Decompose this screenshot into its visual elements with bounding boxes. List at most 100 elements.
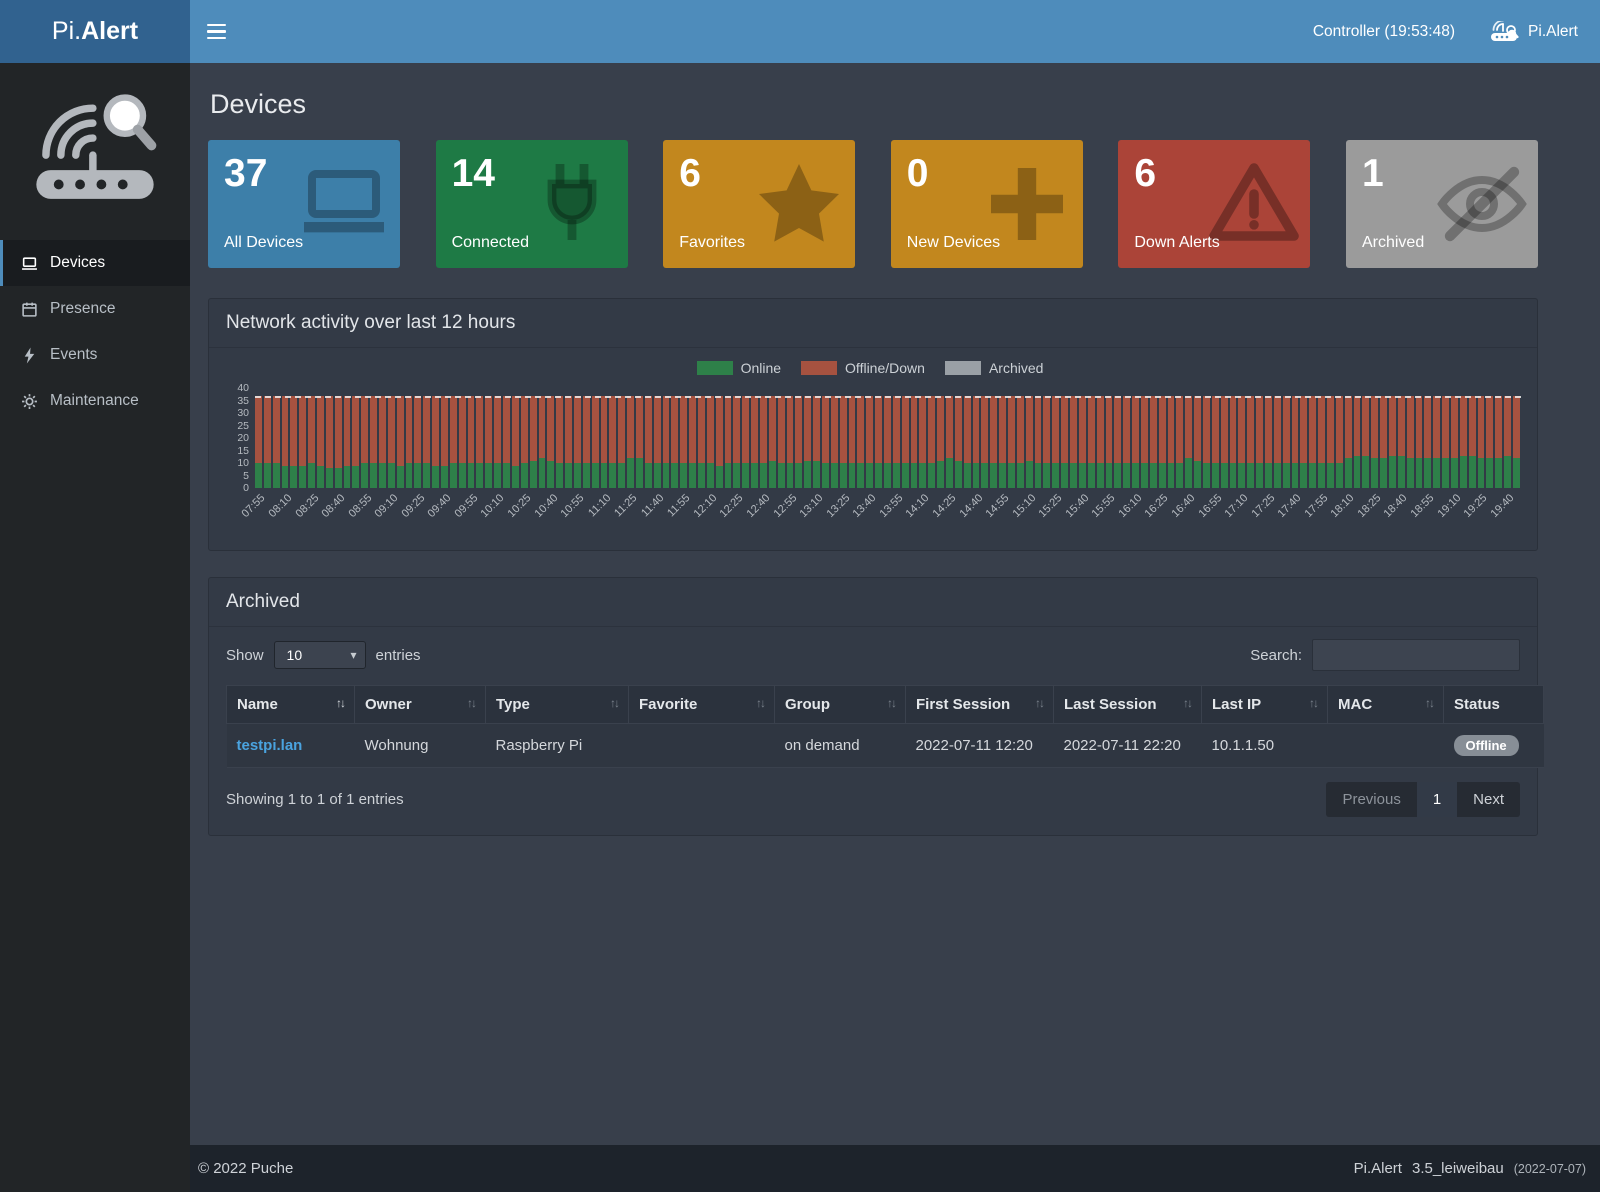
archived-panel: Archived Show 10 ▾ entries Search: (208, 577, 1544, 836)
card-value: 6 (1134, 152, 1157, 195)
cell-group: on demand (774, 723, 906, 768)
column-header-mac[interactable]: MAC ↑↓ (1327, 685, 1444, 724)
cell-first-session: 2022-07-11 12:20 (905, 723, 1054, 768)
sort-icon: ↑↓ (887, 696, 897, 710)
sort-icon: ↑↓ (467, 696, 477, 710)
search-input[interactable] (1312, 639, 1520, 671)
column-header-last-ip[interactable]: Last IP ↑↓ (1201, 685, 1328, 724)
plug-icon (547, 164, 596, 240)
card-archived[interactable]: 1 Archived (1345, 140, 1538, 268)
column-header-owner[interactable]: Owner ↑↓ (354, 685, 486, 724)
plus-icon (990, 168, 1063, 240)
laptop-icon (22, 256, 37, 270)
eye-slash-icon (1437, 166, 1527, 242)
next-page-button[interactable]: Next (1473, 791, 1504, 808)
cell-mac (1327, 723, 1444, 768)
chart-bars (255, 388, 1521, 488)
router-icon (1491, 20, 1519, 41)
sidebar-item-label: Maintenance (50, 392, 139, 409)
table-row: testpi.lan Wohnung Raspberry Pi on deman… (226, 723, 1544, 768)
warning-icon (1209, 163, 1300, 241)
chart-threshold-line (255, 395, 1521, 398)
stat-cards: 37 All Devices 14 Connected 6 Favorites (208, 140, 1538, 268)
brand-pi: Pi. (51, 17, 82, 45)
sidebar-menu: Devices Presence Events Maintenance (0, 240, 190, 424)
card-new-devices[interactable]: 0 New Devices (890, 140, 1083, 268)
column-header-status[interactable]: Status (1443, 685, 1544, 724)
entries-label: entries (375, 646, 421, 664)
footer-brand: Pi.Alert (1353, 1160, 1402, 1177)
status-badge: Offline (1453, 735, 1519, 756)
sort-icon: ↑↓ (756, 696, 766, 710)
cell-name: testpi.lan (226, 723, 355, 768)
calendar-icon (22, 302, 37, 317)
table-controls: Show 10 ▾ entries Search: (209, 627, 1537, 685)
network-activity-chart: Online Offline/Down Archived 0 5 10 15 20 25 30 3… (209, 348, 1537, 550)
bolt-icon (24, 347, 35, 363)
card-value: 1 (1361, 152, 1384, 195)
sidebar-item-devices[interactable]: Devices (0, 240, 190, 286)
navbar-user[interactable]: Pi.Alert (1489, 20, 1578, 43)
card-label: Favorites (679, 234, 745, 251)
network-activity-panel: Network activity over last 12 hours Onli… (208, 298, 1538, 551)
page-length-select[interactable]: 10 (273, 641, 366, 669)
column-header-last-session[interactable]: Last Session ↑↓ (1053, 685, 1202, 724)
hamburger-menu-icon[interactable] (190, 0, 242, 63)
card-value: 0 (906, 152, 929, 195)
archived-title: Archived (209, 578, 1537, 627)
card-value: 6 (679, 152, 701, 195)
cell-type: Raspberry Pi (485, 723, 629, 768)
footer: © 2022 Puche Pi.Alert 3.5_leiweibau (202… (0, 1145, 1600, 1192)
card-label: Down Alerts (1134, 234, 1220, 251)
search-label: Search: (1250, 646, 1302, 664)
brand-alert: Alert (81, 17, 139, 45)
column-header-type[interactable]: Type ↑↓ (485, 685, 629, 724)
page-title: Devices (210, 89, 307, 119)
sidebar: Devices Presence Events Maintenance (0, 63, 190, 1145)
cell-last-session: 2022-07-11 22:20 (1053, 723, 1202, 768)
show-label: Show (226, 646, 264, 664)
router-magnifier-logo-icon (36, 94, 157, 199)
card-favorites[interactable]: 6 Favorites (663, 140, 856, 268)
cell-favorite (628, 723, 775, 768)
sort-icon: ↑↓ (1183, 696, 1193, 710)
previous-page-button[interactable]: Previous (1342, 791, 1401, 808)
column-header-name[interactable]: Name ↑↓ (226, 685, 355, 724)
copyright: © 2022 Puche (198, 1160, 294, 1177)
card-connected[interactable]: 14 Connected (435, 140, 628, 268)
footer-date: (2022-07-07) (1513, 1162, 1586, 1176)
card-all-devices[interactable]: 37 All Devices (208, 140, 400, 268)
sidebar-item-label: Events (50, 346, 98, 363)
card-label: Archived (1361, 234, 1425, 251)
footer-version: 3.5_leiweibau (1411, 1160, 1504, 1177)
card-label: New Devices (906, 234, 1001, 251)
main-content: Devices 37 All Devices 14 Connected 6 Fa… (190, 63, 1600, 1145)
table-info: Showing 1 to 1 of 1 entries (226, 791, 404, 808)
laptop-icon (304, 170, 384, 233)
current-page-button[interactable]: 1 (1416, 782, 1458, 817)
gear-icon (22, 393, 37, 409)
sidebar-item-events[interactable]: Events (0, 332, 190, 378)
column-header-favorite[interactable]: Favorite ↑↓ (628, 685, 775, 724)
card-value: 37 (224, 152, 268, 195)
navbar-brand-right: Pi.Alert (1528, 22, 1578, 40)
star-icon (759, 164, 840, 242)
chart-x-labels: 07:55 08:10 08:25 08:40 08:55 09:10 09:25 09:40… (239, 492, 1517, 520)
card-down-alerts[interactable]: 6 Down Alerts (1118, 140, 1311, 268)
device-link[interactable]: testpi.lan (236, 737, 303, 754)
card-label: Connected (451, 234, 529, 251)
sidebar-item-maintenance[interactable]: Maintenance (0, 378, 190, 424)
pagination: Previous 1 Next (1326, 782, 1520, 817)
sort-icon: ↑↓ (1035, 696, 1045, 710)
footer-sidebar-strip (0, 1145, 190, 1192)
top-navbar: Pi. Alert Controller (19:53:48) Pi.Alert (0, 0, 1600, 63)
controller-status[interactable]: Controller (19:53:48) (1312, 22, 1456, 40)
sidebar-item-presence[interactable]: Presence (0, 286, 190, 332)
table-footer: Showing 1 to 1 of 1 entries Previous 1 N… (209, 768, 1537, 835)
column-header-first-session[interactable]: First Session ↑↓ (905, 685, 1054, 724)
chart-legend: Online Offline/Down Archived (219, 360, 1521, 376)
table-header-row: Name ↑↓ Owner ↑↓ Type ↑↓ Favorite ↑↓ Group ↑↓… (226, 685, 1544, 724)
brand-logo[interactable]: Pi. Alert (0, 0, 190, 63)
column-header-group[interactable]: Group ↑↓ (774, 685, 906, 724)
cell-owner: Wohnung (354, 723, 486, 768)
